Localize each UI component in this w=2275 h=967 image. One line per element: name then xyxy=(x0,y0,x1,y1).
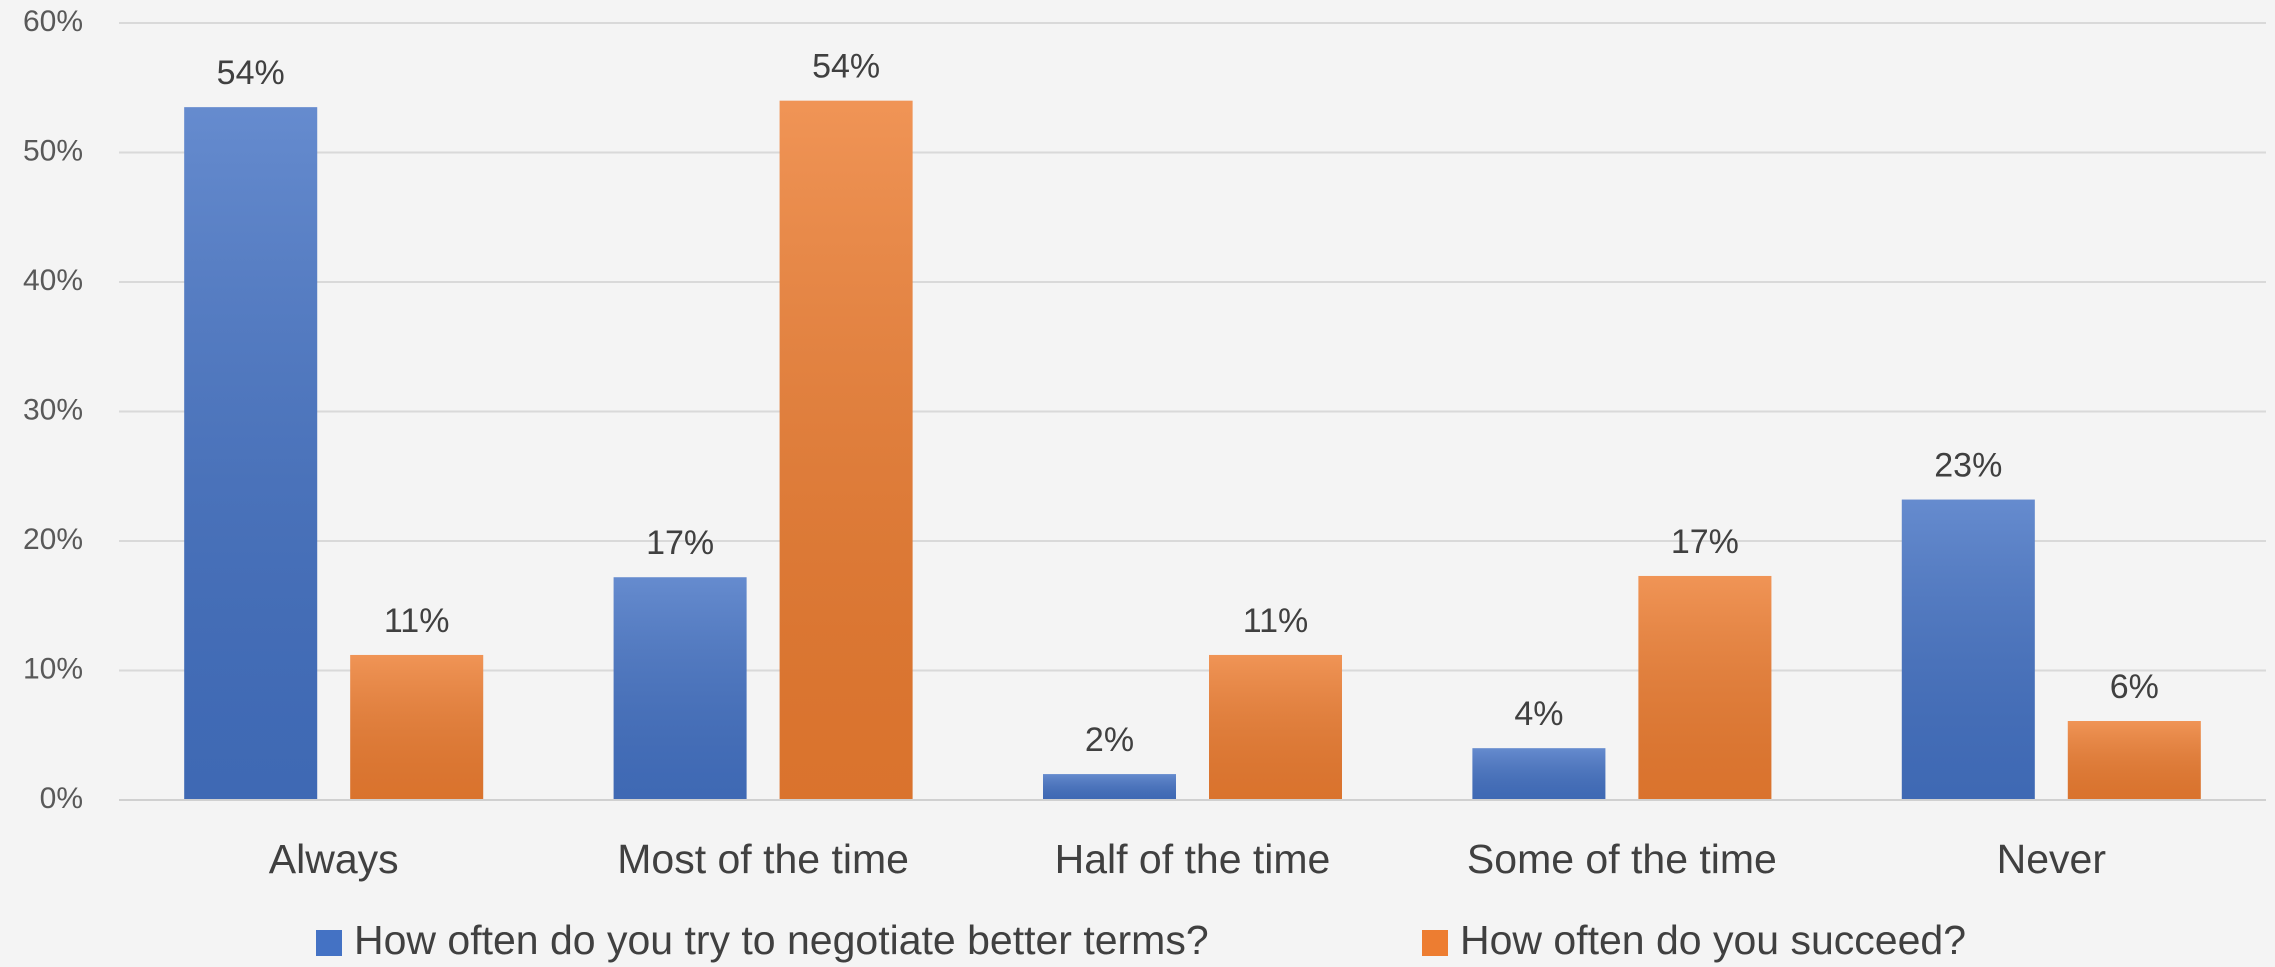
x-tick-label: Some of the time xyxy=(1467,836,1777,882)
legend-swatch xyxy=(1422,930,1448,956)
data-label: 23% xyxy=(1934,447,2002,485)
y-tick-label: 50% xyxy=(23,134,83,167)
legend-swatch xyxy=(316,930,342,956)
x-tick-label: Half of the time xyxy=(1055,836,1331,882)
bar xyxy=(350,654,484,800)
x-tick-label: Most of the time xyxy=(617,836,909,882)
bar xyxy=(1472,748,1606,800)
bar xyxy=(1901,499,2035,800)
y-tick-label: 10% xyxy=(23,652,83,685)
bar xyxy=(1638,575,1772,800)
data-label: 4% xyxy=(1514,695,1563,733)
bar xyxy=(613,577,747,800)
bar xyxy=(1043,774,1176,800)
data-label: 17% xyxy=(646,524,714,562)
x-tick-label: Never xyxy=(1997,836,2106,882)
y-tick-label: 0% xyxy=(40,782,83,815)
data-label: 6% xyxy=(2110,668,2159,706)
legend-label: How often do you succeed? xyxy=(1460,917,1966,963)
bar xyxy=(1209,654,1342,800)
data-label: 11% xyxy=(384,602,450,640)
y-tick-label: 60% xyxy=(23,5,83,38)
data-label: 54% xyxy=(812,48,880,86)
data-label: 11% xyxy=(1243,602,1309,640)
data-label: 54% xyxy=(217,54,285,92)
x-tick-label: Always xyxy=(269,836,399,882)
data-label: 17% xyxy=(1671,523,1739,561)
bar xyxy=(184,107,318,801)
data-label: 2% xyxy=(1085,721,1134,759)
y-tick-label: 30% xyxy=(23,393,83,426)
bar xyxy=(779,100,913,800)
legend-label: How often do you try to negotiate better… xyxy=(354,917,1209,963)
y-tick-label: 40% xyxy=(23,264,83,297)
bar xyxy=(2067,721,2201,800)
y-tick-label: 20% xyxy=(23,523,83,556)
